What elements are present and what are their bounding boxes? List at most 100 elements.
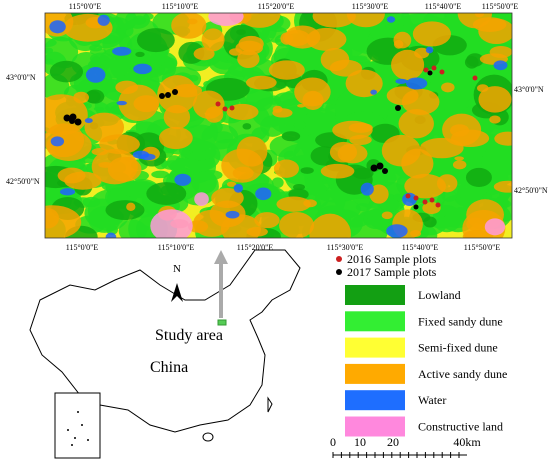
scale-bar: 0 10 20 40km — [330, 435, 481, 458]
land-patch — [150, 209, 193, 238]
land-patch — [484, 218, 506, 236]
legend-swatch — [345, 311, 405, 332]
land-patch — [135, 51, 145, 57]
bottom-tick-label: 115°20'0"E — [237, 243, 274, 252]
land-patch — [136, 28, 175, 53]
land-patch — [360, 182, 374, 196]
legend-label: Constructive land — [418, 420, 503, 434]
scale-label: 0 — [330, 435, 336, 449]
land-patch — [194, 192, 209, 206]
land-patch — [337, 143, 368, 164]
land-patch — [118, 84, 159, 122]
sample-points — [63, 65, 478, 210]
top-tick-label: 115°0'0"E — [69, 2, 102, 11]
land-patch — [281, 131, 301, 142]
land-patch — [236, 29, 246, 36]
land-patch — [163, 104, 191, 130]
land-patch — [398, 109, 434, 139]
land-patch — [441, 190, 457, 202]
land-patch — [238, 35, 264, 52]
legend-dot — [336, 256, 342, 262]
land-patch — [270, 38, 282, 43]
land-patch — [300, 167, 314, 174]
land-patch — [151, 170, 170, 179]
land-patch — [493, 60, 508, 71]
land-patch — [425, 46, 434, 54]
land-patch — [369, 184, 389, 204]
land-patch — [105, 232, 117, 238]
land-patch — [370, 89, 378, 95]
land-patch — [45, 205, 82, 238]
land-patch — [406, 77, 428, 90]
land-patch — [126, 202, 136, 212]
legend-swatch — [345, 337, 405, 358]
land-patch — [268, 60, 305, 80]
land-patch — [297, 103, 306, 108]
taiwan — [267, 396, 273, 413]
land-patch — [213, 131, 234, 144]
land-patch — [465, 167, 492, 187]
land-patch — [366, 216, 385, 225]
land-patch — [329, 59, 363, 77]
land-patch — [49, 60, 84, 83]
top-tick-label: 115°40'0"E — [425, 2, 462, 11]
land-patch — [401, 88, 440, 115]
bottom-tick-label: 115°50'0"E — [464, 243, 501, 252]
land-patch — [205, 106, 224, 123]
land-patch — [85, 89, 105, 104]
land-patch — [382, 168, 406, 181]
land-patch — [238, 13, 281, 28]
land-patch — [493, 180, 512, 193]
land-patch — [133, 63, 152, 75]
land-patch — [242, 123, 252, 130]
legend-swatch — [345, 390, 405, 411]
land-patch — [201, 28, 225, 52]
land-patch — [293, 183, 305, 191]
land-patch — [385, 20, 399, 29]
land-patch — [232, 166, 254, 180]
land-patch — [146, 182, 187, 206]
land-patch — [245, 75, 277, 90]
land-patch — [472, 17, 507, 32]
land-patch — [228, 48, 243, 56]
legend-label: Lowland — [418, 288, 461, 302]
land-patch — [294, 77, 331, 107]
scale-label: 20 — [387, 435, 399, 449]
land-patch — [381, 134, 421, 167]
land-cover-map — [45, 13, 512, 238]
right-tick-label: 43°0'0"N — [514, 85, 544, 94]
scale-label: 10 — [354, 435, 366, 449]
land-patch — [140, 153, 156, 161]
legend-swatch — [345, 285, 405, 305]
legend-label: Water — [418, 393, 446, 407]
land-patch — [489, 115, 501, 124]
land-patch — [261, 26, 288, 39]
map-frame — [44, 12, 513, 239]
land-patch — [391, 49, 425, 80]
hainan — [202, 432, 214, 442]
land-patch — [395, 78, 408, 84]
land-patch — [404, 173, 447, 199]
land-patch — [494, 131, 512, 146]
land-patch — [91, 148, 108, 156]
land-patch — [482, 193, 493, 199]
land-patch — [412, 21, 451, 47]
land-patch — [208, 13, 244, 26]
land-patch — [159, 126, 193, 150]
study-area-marker — [217, 319, 227, 326]
study-area-label: Study area — [155, 327, 223, 344]
legend-dot — [336, 269, 342, 275]
land-patch — [409, 230, 422, 237]
land-patch — [115, 13, 137, 30]
land-patch — [255, 187, 272, 201]
land-patch — [246, 227, 268, 237]
land-patch — [386, 16, 396, 23]
land-patch — [348, 122, 373, 133]
land-patch — [282, 29, 311, 47]
land-patch — [381, 211, 393, 220]
pointer-arrow — [219, 262, 223, 318]
islands — [67, 411, 89, 446]
land-patch — [279, 212, 315, 238]
legend-label: 2016 Sample plots — [347, 252, 437, 266]
legend-swatch — [345, 416, 405, 437]
